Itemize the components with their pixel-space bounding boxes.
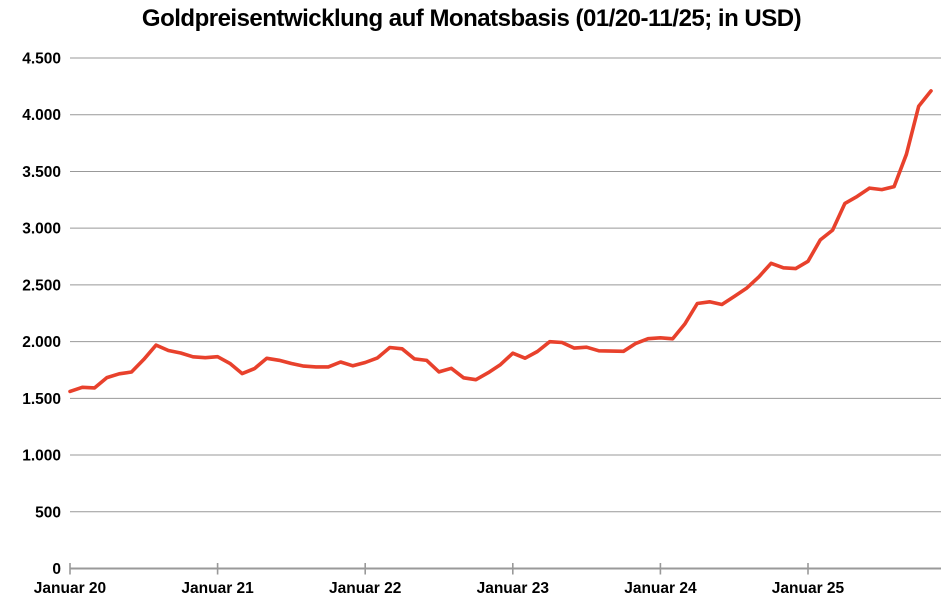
gold-price-line — [68, 89, 933, 394]
y-axis-tick-label: 500 — [35, 504, 61, 521]
y-axis-tick-label: 0 — [52, 561, 61, 578]
x-axis-tick-label: Januar 21 — [181, 580, 254, 597]
y-axis-tick-label: 1.500 — [22, 391, 61, 408]
y-axis-tick-label: 3.500 — [22, 164, 61, 181]
x-axis-tick-label: Januar 20 — [34, 580, 106, 597]
y-axis-tick-label: 4.500 — [22, 51, 61, 68]
y-axis-tick-label: 2.500 — [22, 277, 61, 294]
y-axis-tick-label: 1.000 — [22, 448, 61, 465]
y-axis-tick-label: 4.000 — [22, 107, 61, 124]
x-axis-tick-label: Januar 22 — [329, 580, 401, 597]
x-axis-tick-label: Januar 23 — [477, 580, 550, 597]
y-axis-tick-label: 3.000 — [22, 221, 61, 238]
x-axis-tick-label: Januar 25 — [772, 580, 845, 597]
x-axis-tick-label: Januar 24 — [624, 580, 697, 597]
chart-title: Goldpreisentwicklung auf Monatsbasis (01… — [141, 5, 802, 32]
y-axis-tick-label: 2.000 — [22, 334, 61, 351]
